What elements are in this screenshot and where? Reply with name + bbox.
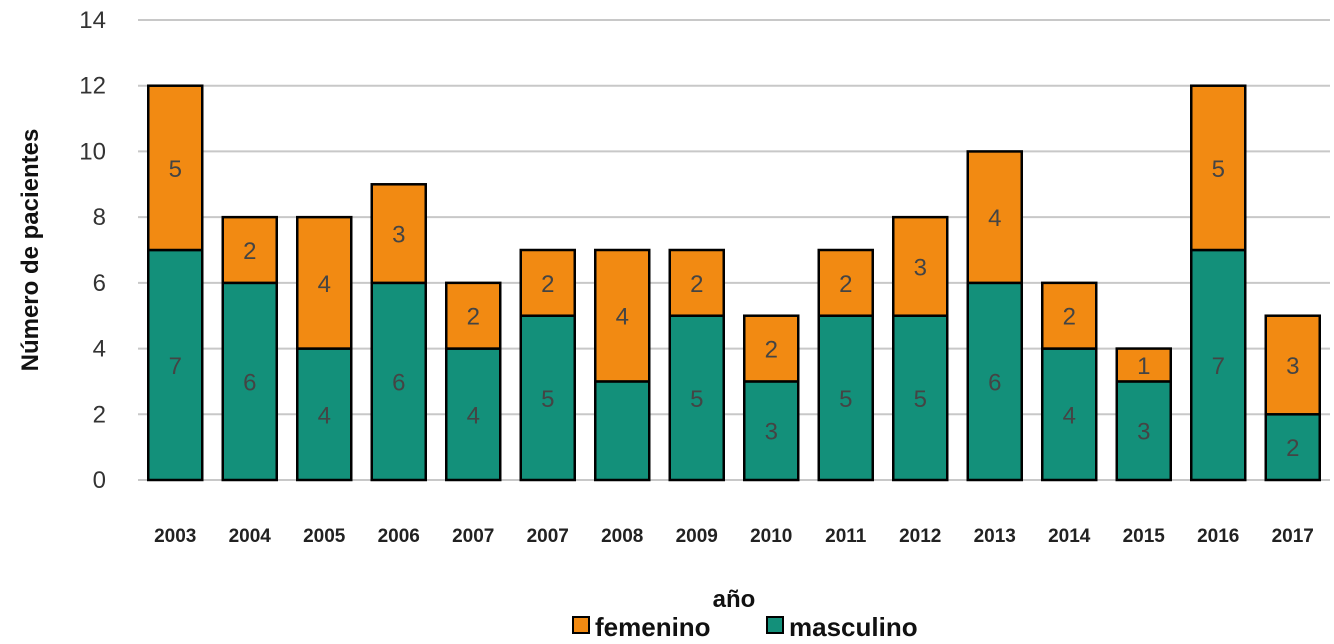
bar-segment-masculino bbox=[743, 380, 800, 482]
bar-segment-masculino bbox=[1190, 248, 1247, 482]
data-label: 5 bbox=[690, 386, 703, 413]
bar-segment-masculino bbox=[296, 347, 353, 482]
x-tick-label: 2006 bbox=[378, 526, 420, 547]
x-tick-label: 2017 bbox=[1272, 526, 1314, 547]
bar-segment-femenino bbox=[668, 248, 725, 317]
y-axis-title: Número de pacientes bbox=[17, 129, 44, 372]
bar-segment-masculino bbox=[594, 380, 651, 482]
data-label: 3 bbox=[392, 222, 405, 249]
data-label: 1 bbox=[1137, 353, 1150, 380]
bar-segment-femenino bbox=[594, 248, 651, 383]
bars: 7 5 6 2 4 4 6 3 4 2 5 2 4 5 2 3 2 5 2 5 3 6 4 4 2 3 1 7 5 2 3 bbox=[147, 84, 1321, 482]
legend-label-femenino: femenino bbox=[595, 612, 711, 642]
bar-segment-femenino bbox=[445, 281, 502, 350]
bar-segment-femenino bbox=[966, 150, 1023, 285]
bar-segment-masculino bbox=[445, 347, 502, 482]
data-label: 6 bbox=[988, 369, 1001, 396]
data-label: 2 bbox=[1063, 304, 1076, 331]
data-label: 2 bbox=[541, 271, 554, 298]
data-label: 5 bbox=[839, 386, 852, 413]
bar-segment-masculino bbox=[1041, 347, 1098, 482]
x-tick-label: 2003 bbox=[154, 526, 196, 547]
data-label: 2 bbox=[467, 304, 480, 331]
data-label: 2 bbox=[243, 238, 256, 265]
y-tick-label: 10 bbox=[79, 138, 106, 165]
legend-swatch-masculino bbox=[766, 616, 784, 634]
bar-segment-femenino bbox=[1041, 281, 1098, 350]
bar-segment-femenino bbox=[1115, 347, 1172, 383]
data-label: 4 bbox=[467, 402, 480, 429]
x-tick-label: 2013 bbox=[974, 526, 1016, 547]
y-tick-label: 2 bbox=[93, 401, 106, 428]
bar-segment-femenino bbox=[817, 248, 874, 317]
y-axis-ticks: 0 2 4 6 8 10 12 14 bbox=[79, 7, 106, 494]
legend: femenino masculino bbox=[572, 612, 918, 642]
bar-segment-femenino bbox=[743, 314, 800, 383]
x-axis-title: año bbox=[713, 586, 756, 613]
y-tick-label: 4 bbox=[93, 336, 106, 363]
bar-segment-femenino bbox=[147, 84, 204, 252]
x-tick-label: 2007 bbox=[452, 526, 494, 547]
y-tick-label: 8 bbox=[93, 204, 106, 231]
data-label: 6 bbox=[243, 369, 256, 396]
bar-segment-masculino bbox=[817, 314, 874, 482]
data-label: 2 bbox=[1286, 435, 1299, 462]
data-label: 5 bbox=[169, 156, 182, 183]
bar-segment-masculino bbox=[370, 281, 427, 482]
data-label: 3 bbox=[765, 419, 778, 446]
bar-segment-masculino bbox=[892, 314, 949, 482]
x-axis-ticks: 2003 2004 2005 2006 2007 2007 2008 2009 2010 2011… bbox=[154, 526, 1314, 547]
bar-segment-femenino bbox=[1190, 84, 1247, 252]
x-tick-label: 2009 bbox=[676, 526, 718, 547]
y-tick-label: 0 bbox=[93, 467, 106, 494]
bar-segment-femenino bbox=[370, 183, 427, 285]
bar-segment-masculino bbox=[147, 248, 204, 482]
bar-segment-masculino bbox=[221, 281, 278, 482]
x-tick-label: 2005 bbox=[303, 526, 346, 547]
x-tick-label: 2008 bbox=[601, 526, 643, 547]
bar-segment-femenino bbox=[221, 215, 278, 285]
bar-segment-masculino bbox=[1115, 380, 1172, 482]
x-tick-label: 2004 bbox=[229, 526, 272, 547]
x-tick-label: 2007 bbox=[527, 526, 569, 547]
data-label: 2 bbox=[839, 271, 852, 298]
data-label: 5 bbox=[1212, 156, 1225, 183]
data-label: 5 bbox=[541, 386, 554, 413]
x-tick-label: 2014 bbox=[1048, 526, 1091, 547]
bar-segment-femenino bbox=[519, 248, 576, 317]
data-label: 4 bbox=[318, 271, 331, 298]
data-label: 6 bbox=[392, 369, 405, 396]
data-label: 2 bbox=[765, 337, 778, 364]
data-label: 7 bbox=[169, 353, 182, 380]
bar-segment-femenino bbox=[892, 215, 949, 317]
bar-segment-femenino bbox=[1264, 314, 1321, 416]
x-tick-label: 2015 bbox=[1123, 526, 1166, 547]
x-tick-label: 2010 bbox=[750, 526, 792, 547]
legend-label-masculino: masculino bbox=[789, 612, 918, 642]
y-tick-label: 14 bbox=[79, 7, 106, 34]
x-tick-label: 2016 bbox=[1197, 526, 1239, 547]
data-label: 4 bbox=[616, 304, 629, 331]
data-label: 4 bbox=[318, 402, 331, 429]
data-label: 5 bbox=[914, 386, 927, 413]
data-label: 7 bbox=[1212, 353, 1225, 380]
data-label: 4 bbox=[988, 205, 1001, 232]
x-tick-label: 2012 bbox=[899, 526, 941, 547]
y-tick-label: 6 bbox=[93, 270, 106, 297]
bar-segment-masculino bbox=[519, 314, 576, 482]
data-label: 2 bbox=[690, 271, 703, 298]
data-label: 4 bbox=[1063, 402, 1076, 429]
data-label: 3 bbox=[914, 254, 927, 281]
bar-segment-femenino bbox=[296, 215, 353, 350]
data-label: 3 bbox=[1286, 353, 1299, 380]
legend-swatch-femenino bbox=[572, 616, 590, 634]
data-label: 3 bbox=[1137, 419, 1150, 446]
y-tick-label: 12 bbox=[79, 73, 106, 100]
x-tick-label: 2011 bbox=[825, 526, 867, 547]
bar-segment-masculino bbox=[668, 314, 725, 482]
